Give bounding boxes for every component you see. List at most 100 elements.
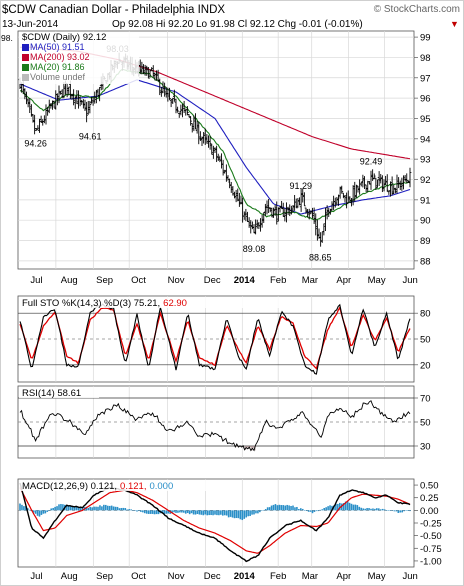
ohlc-bar xyxy=(185,106,189,116)
ohlc-bar xyxy=(296,198,300,208)
ohlc-bar xyxy=(182,100,186,114)
macd-hist-bar xyxy=(301,508,304,511)
macd-hist-bar xyxy=(214,510,216,515)
macd-hist-bar xyxy=(276,505,279,511)
macd-hist-bar xyxy=(85,506,88,511)
macd-hist-bar xyxy=(231,510,234,518)
ohlc-bar xyxy=(351,185,355,206)
sto-y-tick-label: 20 xyxy=(420,360,431,371)
x-axis-label: Feb xyxy=(270,275,286,286)
macd-hist-bar xyxy=(60,503,62,511)
sto-y-tick-label: 80 xyxy=(420,309,431,320)
macd-hist-bar xyxy=(305,510,308,511)
ohlc-bar xyxy=(341,192,345,199)
ohlc-bar xyxy=(155,70,158,81)
x-axis-label: Jul xyxy=(30,571,42,582)
x-axis-label: Apr xyxy=(336,275,351,286)
ohlc-bar xyxy=(146,67,150,79)
macd-hist-bar xyxy=(300,508,302,511)
ohlc-bar xyxy=(75,90,79,105)
macd-hist-bar xyxy=(216,510,218,516)
ohlc-bar xyxy=(244,208,248,222)
ohlc-bar xyxy=(291,204,295,213)
ma50-line xyxy=(19,79,411,215)
macd-y-tick-label: 0.00 xyxy=(420,506,439,517)
macd-hist-bar xyxy=(393,510,396,512)
macd-hist-bar xyxy=(101,506,103,511)
x-axis-label: Oct xyxy=(131,275,146,286)
ohlc-bar xyxy=(98,86,102,102)
macd-hist-bar xyxy=(227,510,230,518)
x-axis-label: Feb xyxy=(270,571,286,582)
ohlc-bar xyxy=(224,164,228,182)
macd-hist-bar xyxy=(44,510,47,514)
ohlc-bar xyxy=(384,175,388,186)
macd-title-hist: 0.000 xyxy=(149,481,173,492)
ohlc-bar xyxy=(259,218,262,232)
macd-hist-bar xyxy=(264,509,267,511)
macd-hist-bar xyxy=(222,510,224,516)
macd-hist-bar xyxy=(161,510,164,514)
macd-hist-bar xyxy=(54,506,56,511)
ohlc-bar xyxy=(393,187,397,194)
ohlc-bar xyxy=(70,94,74,100)
ohlc-bar xyxy=(397,177,401,189)
macd-hist-bar xyxy=(370,508,372,511)
macd-hist-bar xyxy=(319,509,322,511)
macd-hist-bar xyxy=(360,507,363,511)
price-annotation-label: 88.65 xyxy=(309,253,332,263)
macd-hist-bar xyxy=(163,510,166,514)
macd-hist-bar xyxy=(381,508,384,511)
ohlc-bar xyxy=(343,195,347,203)
ohlc-bar xyxy=(77,90,80,109)
legend-ma200: MA(200) 93.02 xyxy=(30,52,90,62)
ohlc-bar xyxy=(379,173,383,184)
ohlc-bar xyxy=(333,197,337,208)
macd-hist-bar xyxy=(87,507,90,511)
ohlc-bar xyxy=(319,232,323,247)
ohlc-bar xyxy=(288,204,292,217)
macd-hist-bar xyxy=(153,510,156,515)
rsi-y-tick-label: 70 xyxy=(420,394,431,405)
ohlc-bar xyxy=(72,89,76,106)
macd-hist-bar xyxy=(257,510,259,514)
macd-hist-bar xyxy=(167,510,169,514)
macd-hist-bar xyxy=(56,506,58,511)
legend-swatch-volume xyxy=(22,74,29,81)
macd-hist-bar xyxy=(144,510,146,514)
ohlc-bar xyxy=(221,159,225,176)
price-annotation-label: 94.26 xyxy=(24,139,47,149)
macd-hist-bar xyxy=(266,507,269,511)
macd-hist-bar xyxy=(79,507,82,511)
stochastic-panel: 20 50 80 Full STO %K(14,3) %D(3) 75.21, 62.… xyxy=(17,295,431,383)
macd-hist-bar xyxy=(198,510,201,515)
ohlc-bar xyxy=(36,125,40,131)
macd-hist-bar xyxy=(132,510,134,511)
rsi-panel: 30 50 70 RSI(14) 58.61 xyxy=(17,385,431,459)
ohlc-bar xyxy=(377,171,381,187)
macd-hist-bar xyxy=(247,510,249,517)
legend-swatch-ma50 xyxy=(22,44,29,51)
ohlc-bar xyxy=(350,198,353,207)
ohlc-bar xyxy=(177,112,181,118)
price-y-tick-label: 89 xyxy=(420,236,431,247)
ohlc-bar xyxy=(187,113,191,118)
macd-hist-bar xyxy=(329,505,331,511)
ohlc-bar xyxy=(270,207,274,218)
ohlc-bar xyxy=(327,207,331,218)
ohlc-bar xyxy=(286,206,290,215)
change-down-arrow-icon: ▼ xyxy=(450,19,459,29)
macd-hist-bar xyxy=(397,510,400,513)
ohlc-bar xyxy=(213,147,217,153)
macd-hist-bar xyxy=(184,510,187,514)
ohlc-bar xyxy=(85,101,89,123)
macd-hist-bar xyxy=(157,510,160,515)
macd-hist-bar xyxy=(192,510,195,515)
chart-date: 13-Jun-2014 xyxy=(2,19,59,30)
macd-hist-bar xyxy=(40,510,43,515)
macd-title-line: MACD(12,26,9) 0.121, xyxy=(22,481,117,492)
macd-hist-bar xyxy=(259,510,261,513)
ohlc-bar xyxy=(73,96,77,110)
macd-hist-bar xyxy=(212,510,214,516)
macd-hist-bar xyxy=(138,510,140,512)
